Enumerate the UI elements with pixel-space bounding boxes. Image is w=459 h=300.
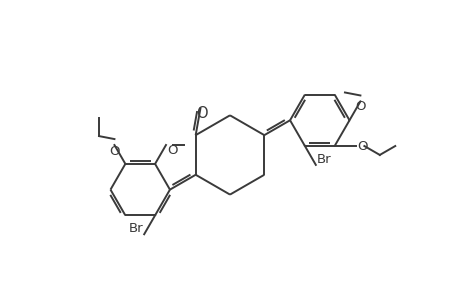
Text: Br: Br [128,222,143,235]
Text: O: O [167,144,177,157]
Text: O: O [354,100,365,113]
Text: O: O [357,140,367,152]
Text: Br: Br [316,153,331,166]
Text: O: O [196,106,207,122]
Text: O: O [109,145,119,158]
